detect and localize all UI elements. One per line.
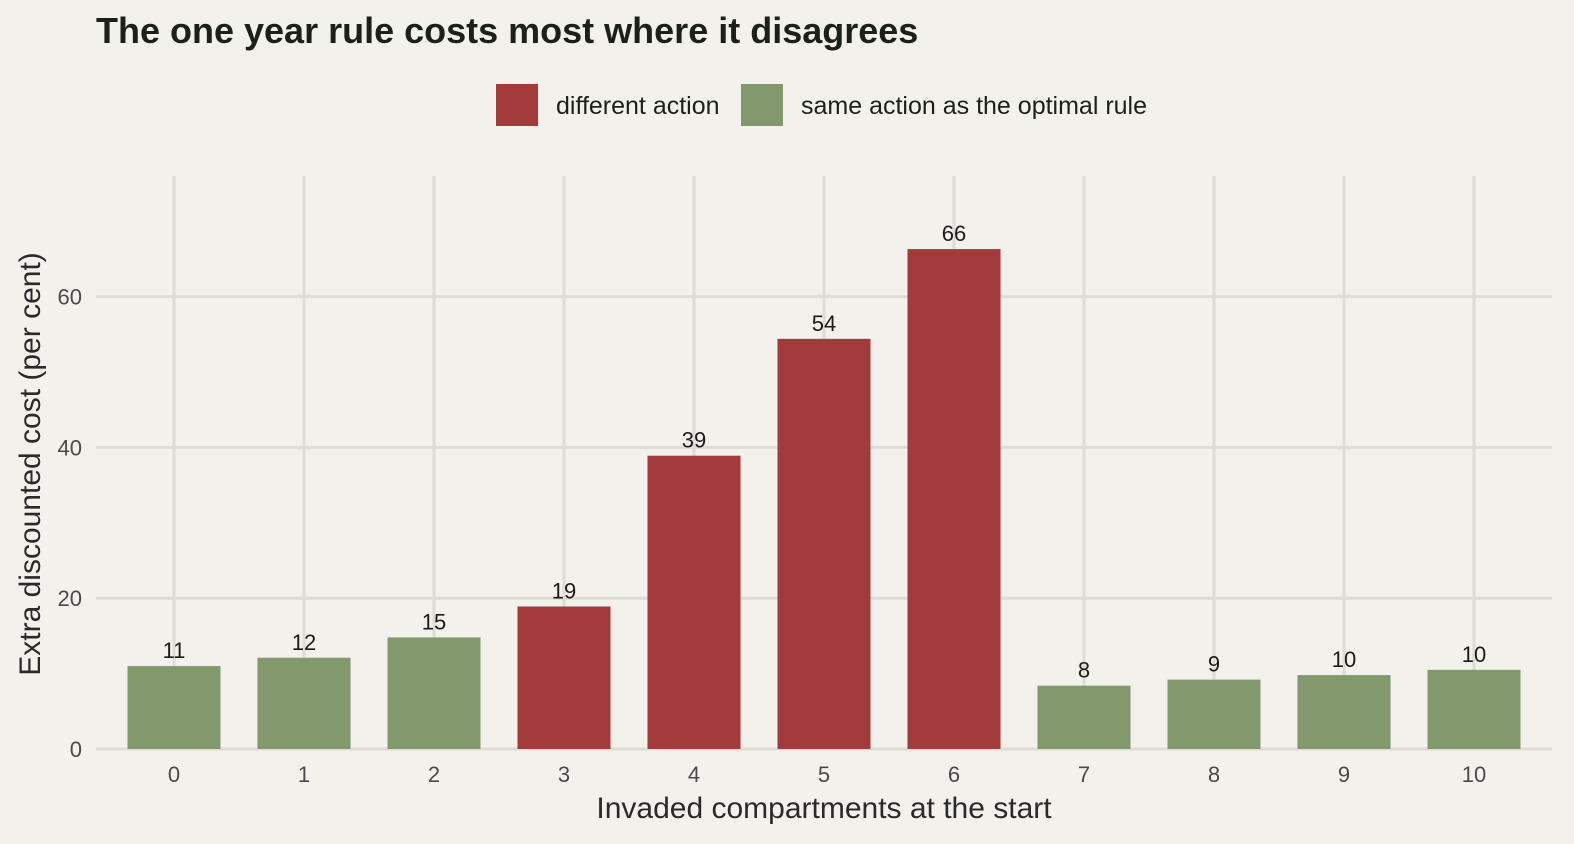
y-tick-label: 40 — [58, 435, 82, 460]
x-tick-label-4: 4 — [688, 762, 700, 787]
legend-label-same: same action as the optimal rule — [801, 92, 1147, 120]
x-tick-label-0: 0 — [168, 762, 180, 787]
bar-4 — [647, 455, 741, 749]
data-label-3: 19 — [552, 578, 576, 603]
bars — [127, 249, 1521, 749]
x-axis-title: Invaded compartments at the start — [596, 792, 1052, 825]
x-tick-label-8: 8 — [1208, 762, 1220, 787]
x-tick-label-1: 1 — [298, 762, 310, 787]
y-tick-label: 20 — [58, 586, 82, 611]
x-tick-label-9: 9 — [1338, 762, 1350, 787]
legend: different action same action as the opti… — [496, 84, 1147, 126]
bar-1 — [257, 657, 351, 749]
chart-title: The one year rule costs most where it di… — [96, 10, 918, 51]
y-tick-label: 60 — [58, 285, 82, 310]
legend-label-different: different action — [556, 92, 720, 120]
x-tick-label-6: 6 — [948, 762, 960, 787]
y-axis-title: Extra discounted cost (per cent) — [14, 252, 47, 676]
y-tick-label: 0 — [70, 737, 82, 762]
x-tick-label-5: 5 — [818, 762, 830, 787]
y-axis-ticks: 0 20 40 60 — [58, 285, 82, 762]
data-label-9: 10 — [1332, 647, 1356, 672]
bar-3 — [517, 606, 611, 749]
data-labels: 11 12 15 19 39 54 66 8 9 10 10 — [163, 221, 1487, 683]
bar-10 — [1427, 669, 1521, 749]
x-tick-label-2: 2 — [428, 762, 440, 787]
legend-swatch-different — [496, 84, 538, 126]
bar-8 — [1167, 679, 1261, 749]
x-tick-label-7: 7 — [1078, 762, 1090, 787]
bar-2 — [387, 637, 481, 749]
legend-swatch-same — [741, 84, 783, 126]
x-tick-label-3: 3 — [558, 762, 570, 787]
data-label-7: 8 — [1078, 658, 1090, 683]
data-label-2: 15 — [422, 609, 446, 634]
data-label-6: 66 — [942, 221, 966, 246]
data-label-5: 54 — [812, 311, 836, 336]
data-label-10: 10 — [1462, 642, 1486, 667]
x-axis-ticks: 0 1 2 3 4 5 6 7 8 9 10 — [168, 762, 1486, 787]
bar-0 — [127, 666, 221, 749]
bar-5 — [777, 338, 871, 749]
data-label-8: 9 — [1208, 652, 1220, 677]
x-tick-label-10: 10 — [1462, 762, 1486, 787]
bar-7 — [1037, 685, 1131, 749]
bar-9 — [1297, 675, 1391, 749]
bar-6 — [907, 249, 1001, 749]
data-label-4: 39 — [682, 428, 706, 453]
data-label-0: 11 — [163, 638, 186, 663]
data-label-1: 12 — [292, 630, 316, 655]
